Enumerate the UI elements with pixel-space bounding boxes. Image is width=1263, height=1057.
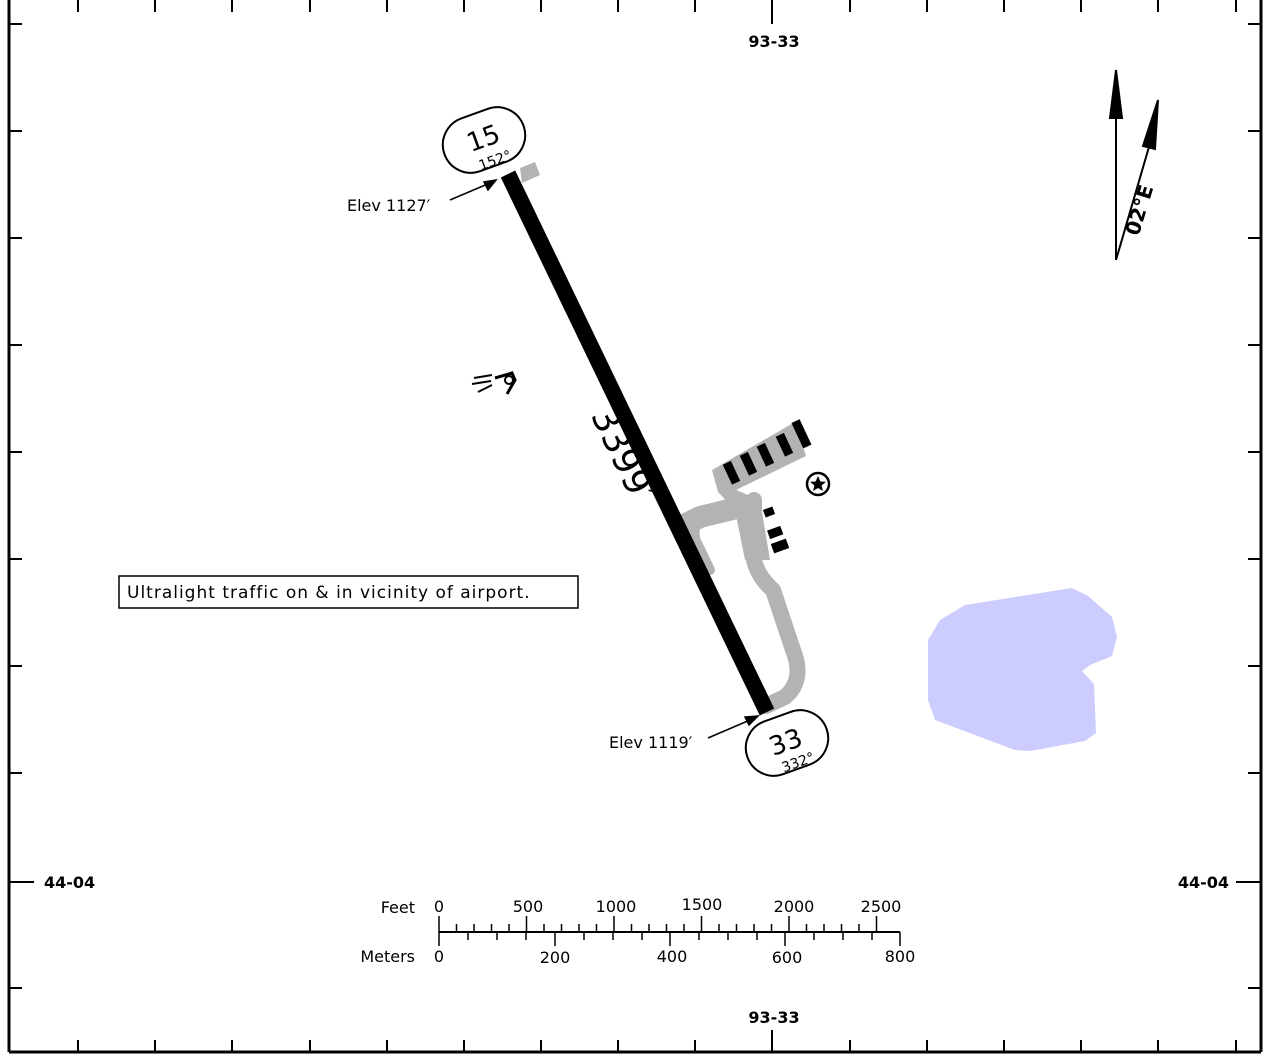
scale-meters-tick-labels: 0 200 400 600 800: [434, 947, 915, 967]
chart-frame: [7, 0, 1263, 1054]
note-box: [118, 575, 579, 609]
magnetic-north-arrow: [1115, 99, 1159, 261]
scale-meters-tick: 200: [540, 948, 571, 967]
grid-ticks: [9, 0, 1261, 1052]
scale-meters-tick: 400: [657, 947, 688, 966]
longitude-label-top: 93-33: [748, 32, 799, 51]
elevation-label-33: Elev 1119′: [609, 733, 693, 752]
scale-feet-tick: 2000: [774, 897, 815, 916]
apron: [712, 422, 806, 560]
elevation-label-15: Elev 1127′: [347, 196, 431, 215]
scale-meters-tick: 0: [434, 947, 444, 966]
scale-feet-tick: 1500: [682, 895, 723, 914]
elevation-leader-15: [449, 178, 498, 201]
scale-feet-tick: 500: [513, 897, 544, 916]
runway-end-33: [744, 709, 830, 777]
runway-15-33: [500, 170, 775, 716]
scale-bar: Feet Meters 0 500 1000 1500 2000 2500 0 …: [360, 895, 915, 967]
scale-bar-ticks: [438, 916, 901, 946]
runway-end-15: [441, 106, 527, 174]
ultralight-note: Ultralight traffic on & in vicinity of a…: [127, 583, 531, 603]
scale-feet-tick: 0: [434, 897, 444, 916]
hangars: [722, 419, 812, 554]
latitude-label-right: 44-04: [1178, 873, 1229, 892]
rotating-beacon-star-icon: [805, 471, 831, 497]
scale-meters-tick: 800: [885, 947, 916, 966]
elevation-leader-33: [707, 715, 760, 739]
scale-feet-tick: 2500: [861, 897, 902, 916]
taxiways: [675, 492, 806, 714]
latitude-label-left: 44-04: [44, 873, 95, 892]
water-body: [928, 588, 1117, 751]
wind-cone-icon: [471, 371, 517, 395]
scale-feet-label: Feet: [381, 898, 415, 917]
true-north-arrow: [1108, 69, 1124, 260]
longitude-label-bottom: 93-33: [748, 1008, 799, 1027]
scale-meters-tick: 600: [772, 948, 803, 967]
scale-feet-tick: 1000: [596, 897, 637, 916]
scale-meters-label: Meters: [360, 947, 415, 966]
scale-feet-tick-labels: 0 500 1000 1500 2000 2500: [434, 895, 901, 916]
magnetic-variation-label: 02°E: [1120, 182, 1158, 238]
hold-pad-15: [520, 162, 540, 183]
